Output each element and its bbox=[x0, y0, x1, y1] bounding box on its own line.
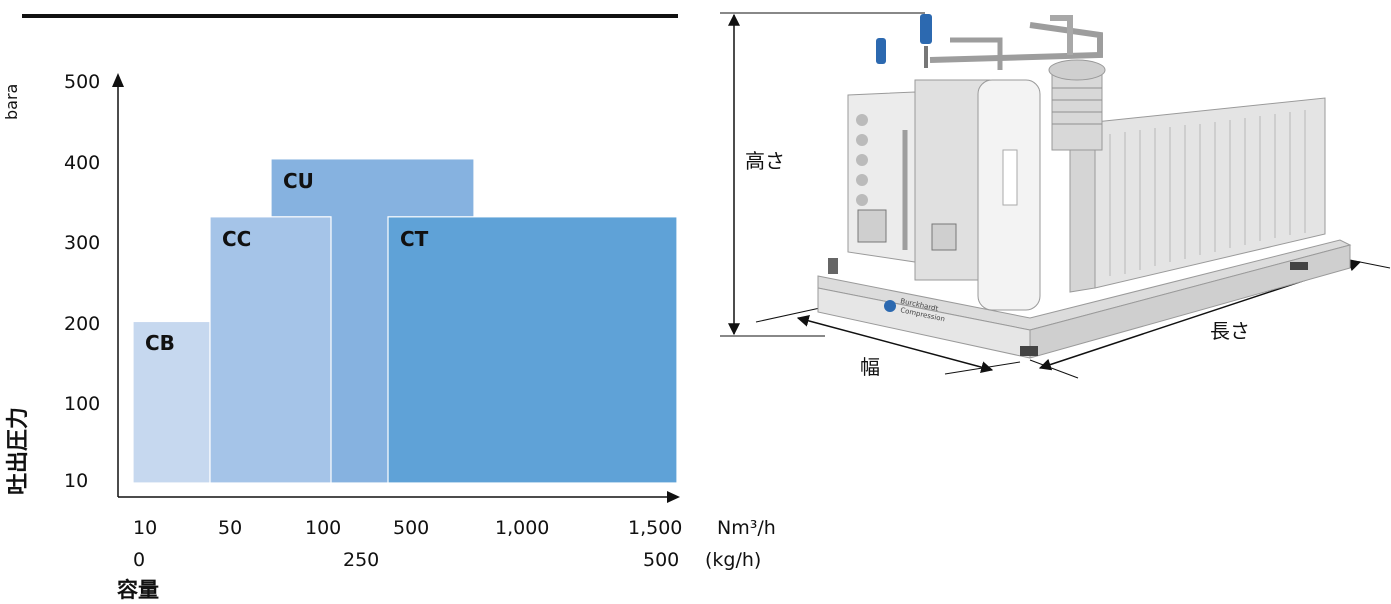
y-axis-arrow bbox=[112, 73, 124, 87]
compressor-photo: Burckhardt Compression 高さ 幅 長さ bbox=[720, 12, 1391, 379]
x-axis-arrow bbox=[667, 491, 680, 503]
x-tick-label-flow: 500 bbox=[393, 517, 430, 539]
x-unit-mass: (kg/h) bbox=[705, 549, 762, 571]
y-unit: bara bbox=[2, 83, 21, 120]
y-tick-label: 400 bbox=[64, 151, 101, 174]
x-tick-label-flow: 100 bbox=[305, 517, 342, 539]
y-tick-label: 500 bbox=[64, 71, 101, 93]
y-tick-label: 200 bbox=[64, 312, 101, 335]
region-cc bbox=[209, 216, 332, 484]
region-label-cb: CB bbox=[145, 331, 175, 356]
region-label-ct: CT bbox=[400, 226, 429, 251]
x-unit-flow: Nm³/h bbox=[717, 517, 776, 539]
x-axis-title: 容量 bbox=[117, 578, 159, 602]
x-tick-label-flow: 1,500 bbox=[628, 517, 683, 539]
y-tick-label: 100 bbox=[64, 393, 101, 415]
x-tick-label-mass: 500 bbox=[643, 549, 680, 571]
length-label: 長さ bbox=[1210, 319, 1250, 343]
y-tick-label: 10 bbox=[64, 470, 89, 492]
region-label-cc: CC bbox=[222, 226, 252, 251]
x-tick-label-flow: 10 bbox=[133, 517, 158, 539]
width-dimension-arrow bbox=[796, 315, 994, 373]
y-tick-label: 300 bbox=[64, 232, 101, 254]
width-label: 幅 bbox=[860, 355, 880, 379]
region-cb bbox=[132, 320, 211, 484]
x-tick-label-mass: 250 bbox=[343, 549, 380, 571]
y-axis-title: 吐出圧力 bbox=[6, 406, 31, 495]
x-tick-label-flow: 50 bbox=[218, 517, 243, 539]
capacity-chart bbox=[112, 73, 680, 503]
x-tick-label-flow: 1,000 bbox=[495, 517, 550, 539]
compressor-unit-illustration: Burckhardt Compression bbox=[817, 14, 1352, 359]
region-label-cu: CU bbox=[283, 168, 314, 193]
title-underline bbox=[22, 14, 678, 18]
region-ct bbox=[387, 216, 678, 484]
x-tick-label-mass: 0 bbox=[133, 549, 146, 571]
height-label: 高さ bbox=[745, 149, 785, 173]
